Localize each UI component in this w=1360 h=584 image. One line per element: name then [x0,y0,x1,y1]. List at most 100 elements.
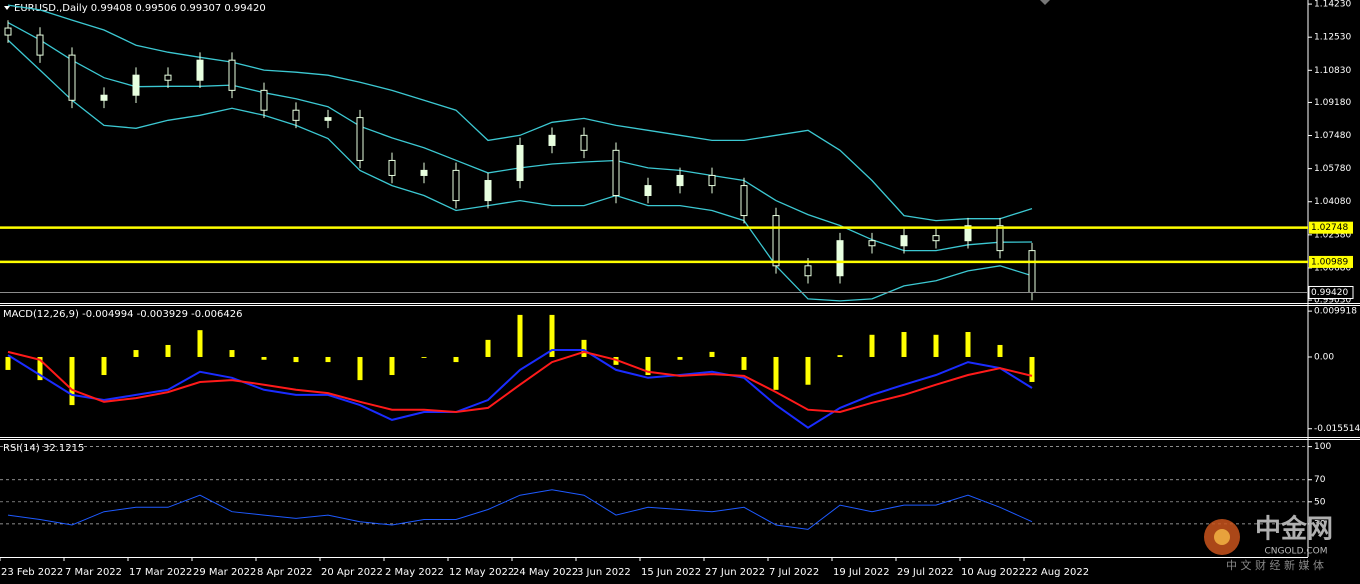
y-tick-label: 1.05780 [1314,164,1351,174]
candle-body [484,180,492,202]
watermark-logo-icon [1214,529,1230,545]
x-tick-label: 15 Jun 2022 [641,567,701,578]
candle-body [164,74,172,81]
histogram-bar [325,356,331,363]
y-tick-label: 1.12530 [1314,33,1351,43]
y-tick-label: 1.14230 [1314,0,1351,10]
y-tick-label: 70 [1314,475,1326,485]
candle-body [804,265,812,277]
candle-body [452,169,460,202]
level-label-box [1309,255,1353,268]
histogram-bar [133,350,139,357]
candle-body [356,117,364,161]
histogram-bar [901,332,907,357]
series-line [7,4,1033,222]
histogram-bar [1029,356,1035,382]
y-tick-label: -0.015514 [1314,424,1360,434]
histogram-bar [933,334,939,357]
histogram-bar [229,350,235,357]
series-line [7,489,1033,530]
rsi-header: RSI(14) 32.1215 [3,443,84,454]
x-tick-label: 3 Jun 2022 [577,567,631,578]
y-tick-label: 0.00 [1314,352,1334,362]
y-tick-label: 1.07480 [1314,131,1351,141]
histogram-bar [389,356,395,376]
histogram-bar [773,356,779,390]
histogram-bar [517,314,523,357]
histogram-bar [549,314,555,357]
x-tick-label: 29 Jul 2022 [897,567,954,578]
x-tick-label: 12 May 2022 [449,567,514,578]
y-tick-label: 1.04080 [1314,197,1351,207]
x-tick-label: 29 Mar 2022 [193,567,256,578]
candle-body [708,174,716,187]
candle-body [36,34,44,56]
histogram-bar [965,332,971,357]
watermark: 中金网 CNGOLD.COM 中 文 财 经 新 媒 体 [1204,514,1333,572]
candle-body [324,117,332,121]
candle-body [836,240,844,277]
y-tick-label: 1.00680 [1314,263,1351,273]
y-tick-label: 0.99030 [1314,296,1351,306]
last-price-box [1308,285,1354,299]
level-label-box [1309,221,1353,234]
histogram-bar [709,351,715,357]
histogram-bar [69,356,75,406]
x-tick-label: 27 Jun 2022 [705,567,765,578]
candle-body [548,134,556,146]
histogram-bar [613,356,619,365]
x-tick-label: 23 Feb 2022 [1,567,63,578]
x-tick-label: 7 Mar 2022 [65,567,122,578]
histogram-bar [261,356,267,360]
candle-body [388,159,396,176]
histogram-bar [293,356,299,363]
candle-body [260,89,268,111]
histogram-bar [645,356,651,376]
histogram-bar [37,356,43,381]
candle-body [196,59,204,81]
watermark-site: CNGOLD.COM [1264,547,1327,557]
candle-body [228,59,236,91]
candle-body [132,74,140,96]
x-tick-label: 17 Mar 2022 [129,567,192,578]
histogram-bar [5,356,11,370]
candle-body [612,149,620,197]
price-header: EURUSD.,Daily 0.99408 0.99506 0.99307 0.… [14,3,266,14]
histogram-bar [805,356,811,385]
candle-body [900,235,908,247]
x-tick-label: 20 Apr 2022 [321,567,383,578]
candle-body [964,225,972,242]
macd-header: MACD(12,26,9) -0.004994 -0.003929 -0.006… [3,309,242,320]
menu-triangle[interactable] [4,6,10,10]
histogram-bar [581,339,587,357]
series-line [7,39,1033,302]
histogram-bar [197,330,203,357]
candle-body [292,109,300,121]
level-label: 1.00989 [1311,257,1348,267]
x-tick-label: 2 May 2022 [385,567,444,578]
level-label: 1.02748 [1311,223,1348,233]
histogram-bar [741,356,747,370]
x-tick-label: 7 Jul 2022 [769,567,819,578]
histogram-bar [101,356,107,376]
histogram-bar [997,344,1003,357]
y-tick-label: 1.10830 [1314,66,1351,76]
candle-body [100,94,108,101]
histogram-bar [357,356,363,381]
candle-body [644,185,652,197]
y-tick-label: 1.09180 [1314,98,1351,108]
candle-body [4,27,12,36]
watermark-logo: 中金网 [1255,514,1333,545]
candle-body [420,169,428,176]
candle-body [580,134,588,151]
series-line [7,350,1033,414]
histogram-bar [837,355,843,357]
scroll-marker [1040,0,1050,5]
candle-body [68,54,76,101]
x-tick-label: 8 Apr 2022 [257,567,312,578]
watermark-tagline: 中 文 财 经 新 媒 体 [1226,558,1324,572]
y-tick-label: 30 [1314,519,1326,529]
histogram-bar [869,334,875,357]
y-tick-label: 100 [1314,442,1331,452]
